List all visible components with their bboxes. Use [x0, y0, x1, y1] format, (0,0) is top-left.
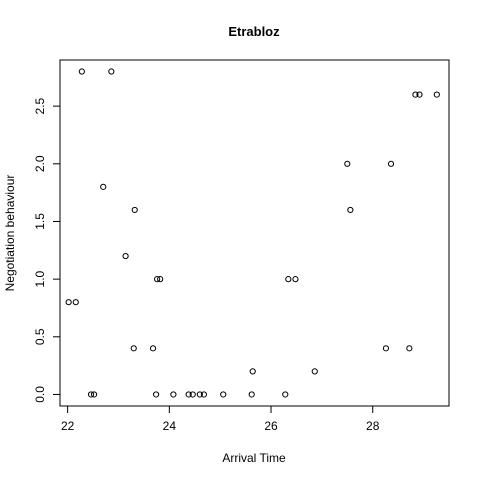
y-tick-label: 1.0 — [33, 270, 47, 287]
data-points — [65, 68, 440, 398]
scatter-point — [130, 345, 137, 352]
scatter-point — [382, 345, 390, 352]
x-tick-label: 22 — [61, 419, 75, 433]
scatter-point — [292, 276, 299, 283]
scatter-point — [157, 276, 164, 283]
scatter-point — [90, 391, 98, 398]
scatter-point — [149, 345, 157, 352]
scatter-point — [344, 160, 351, 167]
scatter-point — [311, 368, 318, 375]
scatter-point — [108, 68, 115, 75]
scatter-point — [285, 276, 292, 283]
scatter-point — [248, 391, 255, 398]
scatter-point — [185, 391, 192, 398]
scatter-point — [282, 391, 289, 398]
scatter-point — [65, 299, 72, 306]
scatter-point — [196, 391, 203, 398]
y-tick-label: 0.5 — [33, 328, 47, 345]
x-tick-label: 26 — [264, 419, 278, 433]
y-tick-label: 0.0 — [33, 386, 47, 403]
y-axis-title: Negotiation behaviour — [3, 175, 17, 292]
scatter-point — [78, 68, 85, 75]
scatter-point — [249, 368, 256, 375]
y-tick-label: 2.5 — [33, 97, 47, 114]
plot-frame — [59, 59, 450, 407]
x-tick-label: 24 — [163, 419, 177, 433]
scatter-point — [433, 91, 440, 98]
scatter-point — [170, 391, 177, 398]
y-tick-label: 2.0 — [33, 155, 47, 172]
scatter-point — [87, 391, 95, 398]
scatter-point — [406, 345, 413, 352]
scatter-point — [131, 206, 138, 214]
scatter-point — [122, 252, 129, 260]
scatter-point — [200, 391, 208, 398]
y-tick-label: 1.5 — [33, 213, 47, 230]
x-axis: 22 24 26 28 — [61, 405, 380, 433]
scatter-point — [416, 91, 423, 98]
scatter-point — [412, 91, 419, 98]
x-tick-label: 28 — [366, 419, 380, 433]
scatter-point — [100, 183, 107, 190]
scatter-point — [387, 160, 395, 167]
scatter-point — [189, 391, 196, 398]
scatter-point — [153, 391, 160, 398]
scatter-point — [72, 299, 79, 306]
scatter-point — [154, 276, 161, 283]
chart-title: Etrabloz — [228, 24, 280, 39]
x-axis-title: Arrival Time — [222, 451, 286, 465]
scatter-point — [347, 206, 354, 214]
y-axis: 0.0 0.5 1.0 1.5 2.0 2.5 — [33, 97, 61, 403]
scatter-point — [220, 391, 227, 398]
